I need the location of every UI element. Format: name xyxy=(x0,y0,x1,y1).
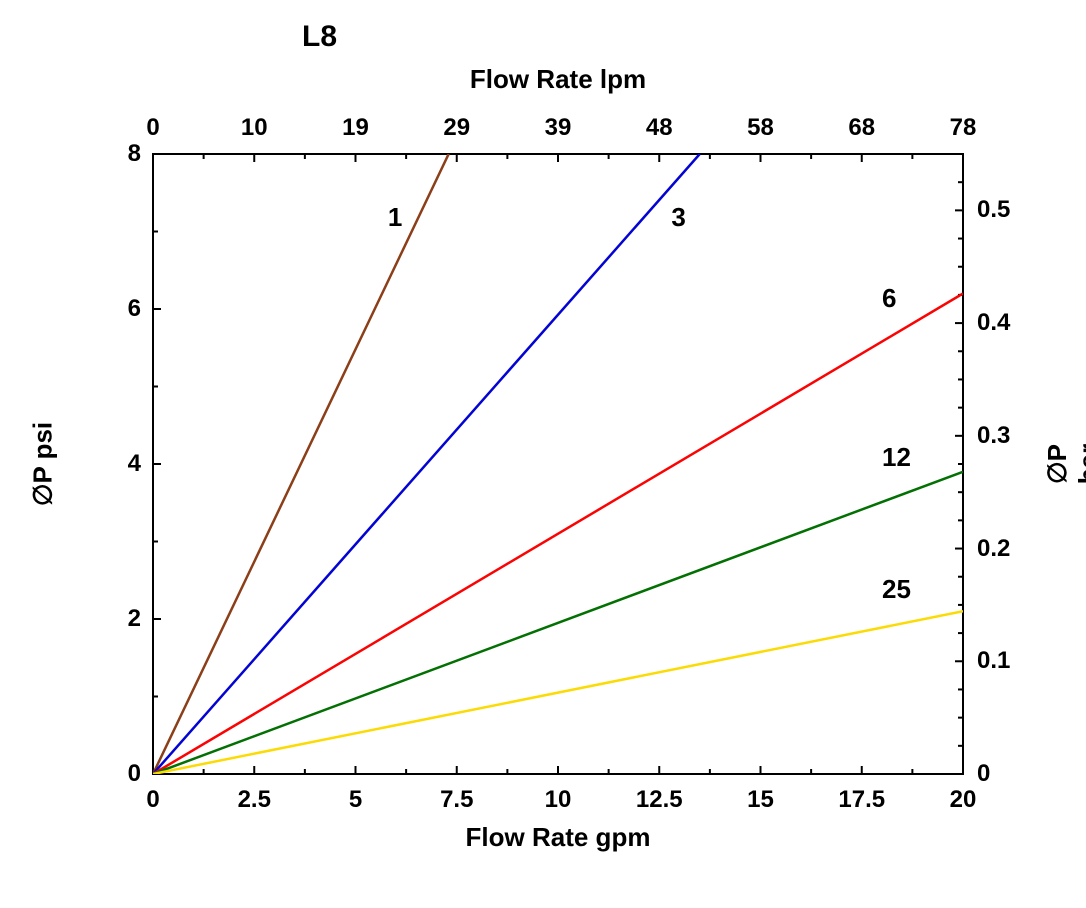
x-top-tick-label: 68 xyxy=(832,114,892,142)
x-bottom-tick-label: 5 xyxy=(326,786,386,814)
y-left-tick-label: 6 xyxy=(128,295,141,323)
chart-container: { "chart": { "type": "line", "title": "L… xyxy=(0,0,1086,908)
y-left-tick-label: 8 xyxy=(128,140,141,168)
x-top-tick-label: 19 xyxy=(326,114,386,142)
series-label: 25 xyxy=(882,574,911,605)
plot-border xyxy=(153,154,963,774)
x-bottom-tick-label: 15 xyxy=(731,786,791,814)
x-bottom-tick-label: 17.5 xyxy=(832,786,892,814)
y-left-tick-label: 0 xyxy=(128,760,141,788)
series-label: 6 xyxy=(882,283,896,314)
series-label: 3 xyxy=(671,202,685,233)
y-right-tick-label: 0.4 xyxy=(977,309,1010,337)
x-top-tick-label: 58 xyxy=(731,114,791,142)
y-right-tick-label: 0.2 xyxy=(977,535,1010,563)
x-top-tick-label: 48 xyxy=(629,114,689,142)
x-top-tick-label: 10 xyxy=(224,114,284,142)
y-left-tick-label: 2 xyxy=(128,605,141,633)
y-right-tick-label: 0.3 xyxy=(977,422,1010,450)
x-bottom-tick-label: 0 xyxy=(123,786,183,814)
series-label: 1 xyxy=(388,202,402,233)
series-label: 12 xyxy=(882,442,911,473)
x-bottom-tick-label: 2.5 xyxy=(224,786,284,814)
y-right-tick-label: 0.1 xyxy=(977,647,1010,675)
x-top-tick-label: 39 xyxy=(528,114,588,142)
y-right-tick-label: 0 xyxy=(977,760,990,788)
x-bottom-tick-label: 10 xyxy=(528,786,588,814)
x-bottom-tick-label: 20 xyxy=(933,786,993,814)
x-top-tick-label: 29 xyxy=(427,114,487,142)
x-bottom-tick-label: 12.5 xyxy=(629,786,689,814)
x-bottom-tick-label: 7.5 xyxy=(427,786,487,814)
x-top-tick-label: 78 xyxy=(933,114,993,142)
y-right-tick-label: 0.5 xyxy=(977,196,1010,224)
x-top-tick-label: 0 xyxy=(123,114,183,142)
y-left-tick-label: 4 xyxy=(128,450,141,478)
